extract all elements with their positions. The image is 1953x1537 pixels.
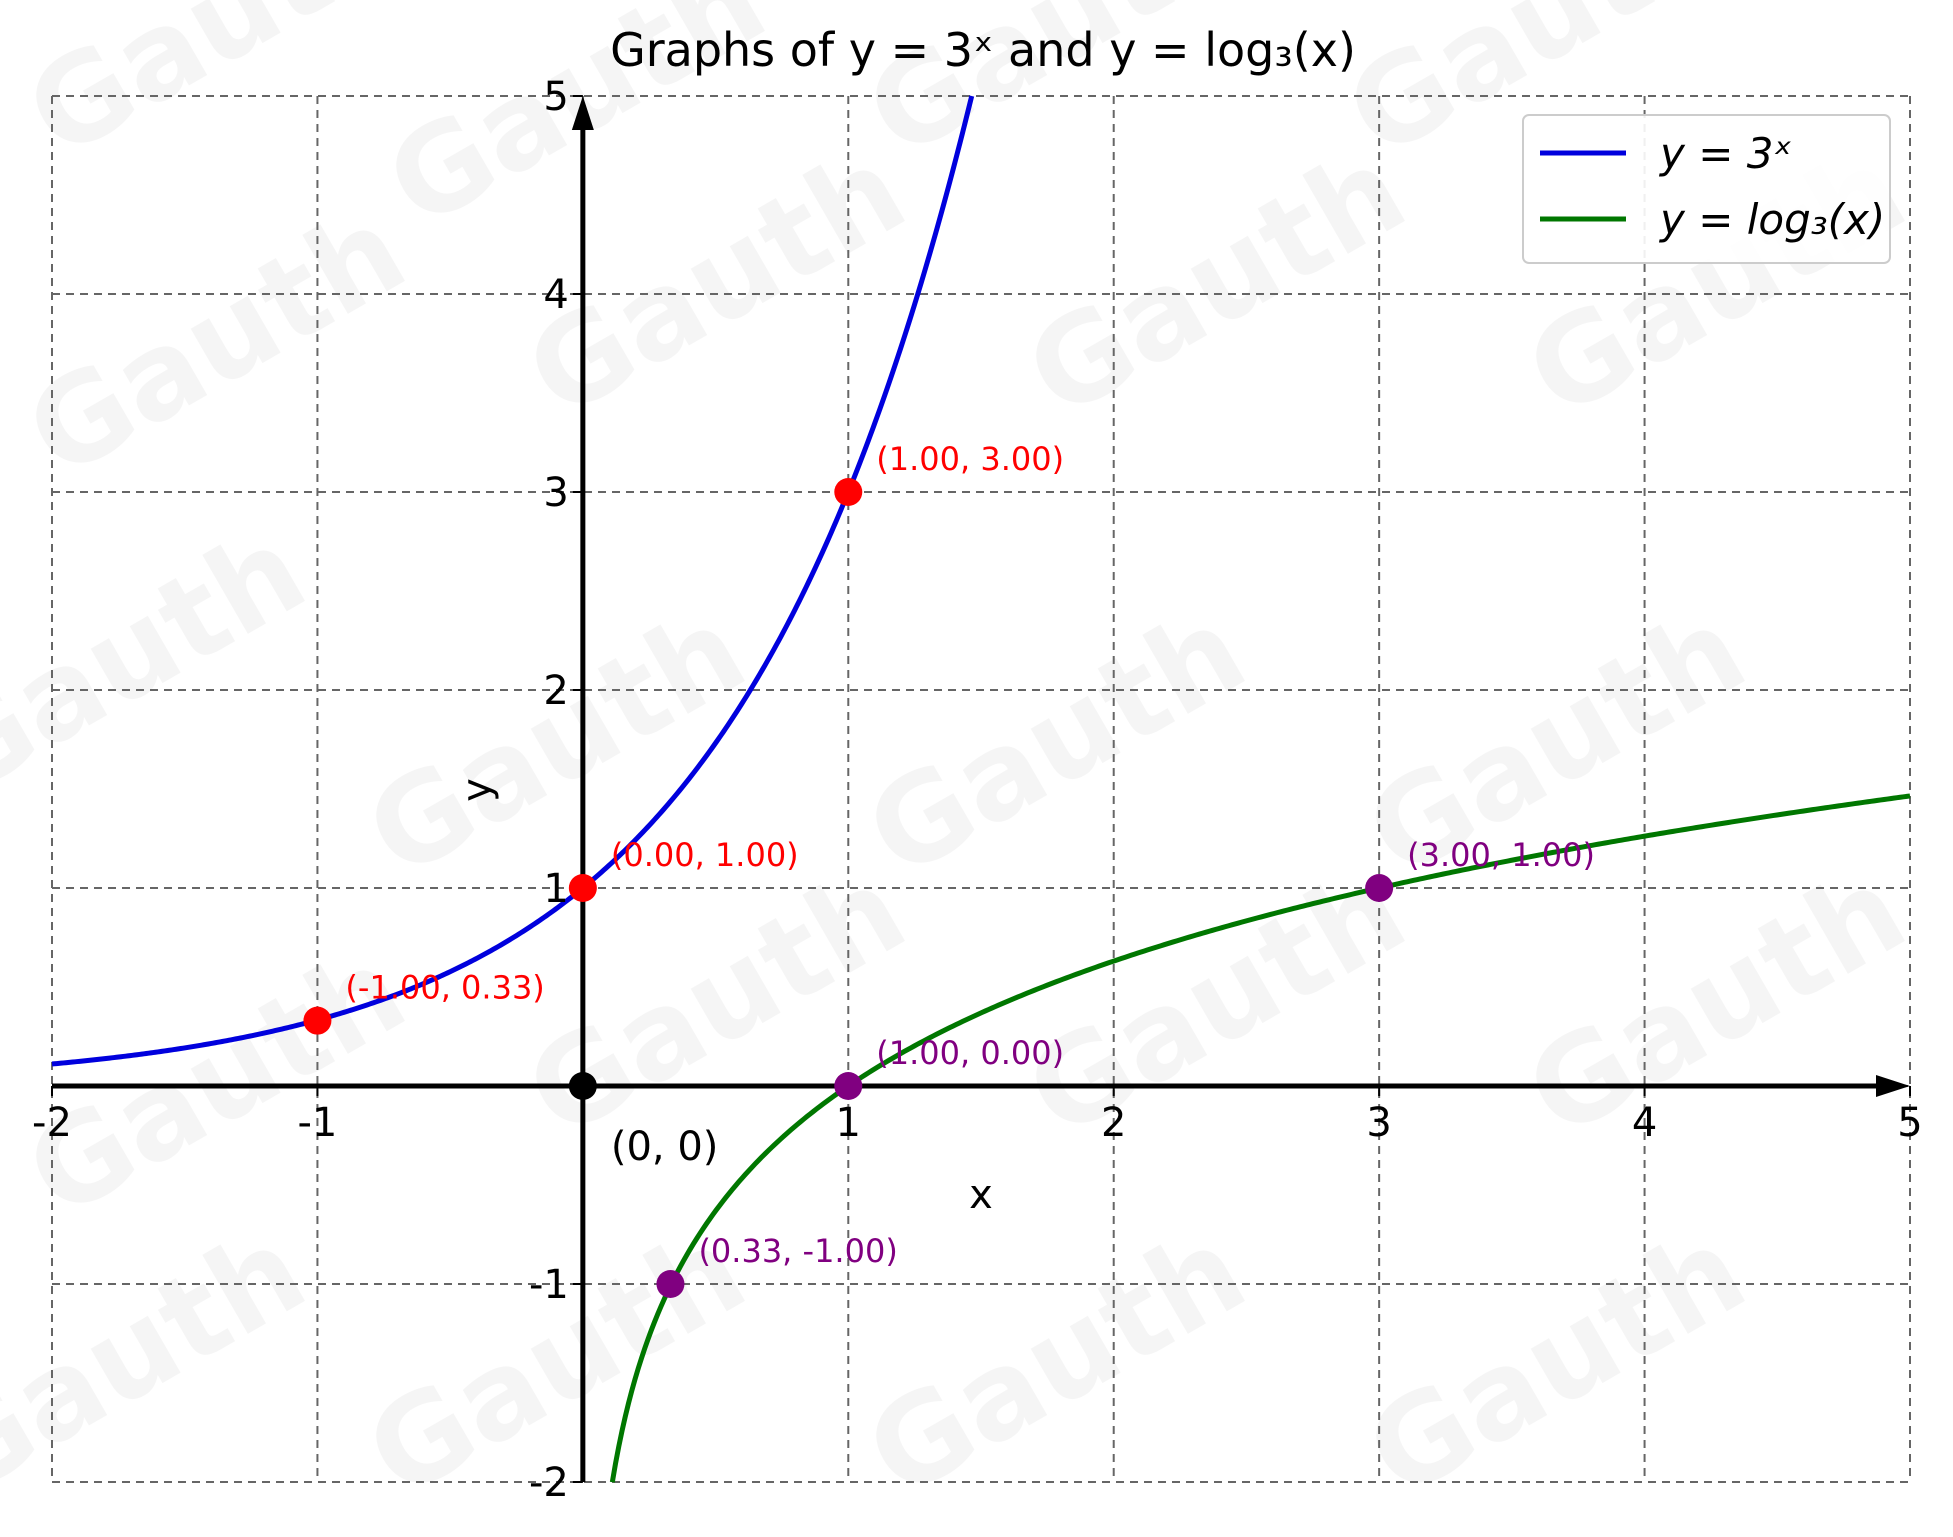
watermark-text: Gauth [0,501,328,825]
y-tick-label: -1 [529,1262,569,1308]
y-tick-label: 1 [543,866,568,912]
data-point-label: (1.00, 3.00) [876,440,1064,478]
chart-title: Graphs of y = 3ˣ and y = log₃(x) [610,23,1356,77]
x-tick-label: 3 [1366,1100,1391,1146]
y-tick-label: 4 [543,272,568,318]
data-point-label: (3.00, 1.00) [1407,836,1595,874]
x-axis-arrow-icon [1876,1075,1910,1097]
watermark-text: Gauth [1505,841,1928,1165]
watermark-text: Gauth [0,1201,328,1525]
data-points: (-1.00, 0.33) (0.00, 1.00) (1.00, 3.00) (0.… [303,440,1595,1298]
tick-labels: -2 -1 1 2 3 4 5 -2 -1 1 2 3 4 5 [32,74,1923,1506]
watermark-text: Gauth [5,0,428,185]
origin-marker [568,1072,597,1100]
legend: y = 3ˣ y = log₃(x) [1522,114,1891,264]
x-axis-label: x [969,1172,993,1218]
data-point-marker [303,1006,332,1035]
origin-label: (0, 0) [611,1124,719,1170]
y-tick-label: 2 [543,668,568,714]
legend-entry: y = 3ˣ [1658,129,1792,178]
x-tick-label: 2 [1101,1100,1126,1146]
y-tick-label: 5 [543,74,568,120]
data-point-marker [834,478,863,506]
curves [51,95,1911,1483]
x-tick-label: 4 [1632,1100,1657,1146]
watermark-text: Gauth [845,581,1268,905]
exponential-curve [51,95,975,1067]
data-point-label: (0.00, 1.00) [611,836,799,874]
watermark-text: Gauth [1345,1201,1768,1525]
data-point-label: (-1.00, 0.33) [345,969,544,1007]
x-tick-label: 5 [1897,1100,1922,1146]
x-tick-label: 1 [836,1100,861,1146]
watermark-text: Gauth [5,181,428,505]
data-point-label: (1.00, 0.00) [876,1034,1064,1072]
y-axis-arrow-icon [571,96,594,130]
logarithmic-curve [609,793,1911,1483]
x-tick-label: -1 [297,1100,337,1146]
y-tick-label: 3 [543,470,568,516]
data-point-marker [834,1072,863,1100]
watermark-text: Gauth [845,1201,1268,1525]
legend-entry: y = log₃(x) [1658,195,1885,244]
data-point-marker [1365,874,1394,902]
axes [52,96,1910,1482]
data-point-marker [656,1270,685,1298]
y-axis-label: y [454,778,500,802]
watermark-text: Gauth [1005,121,1428,445]
data-point-label: (0.33, -1.00) [698,1232,897,1270]
data-point-marker [568,874,597,902]
y-tick-label: -2 [529,1460,569,1506]
x-tick-label: -2 [32,1100,72,1146]
